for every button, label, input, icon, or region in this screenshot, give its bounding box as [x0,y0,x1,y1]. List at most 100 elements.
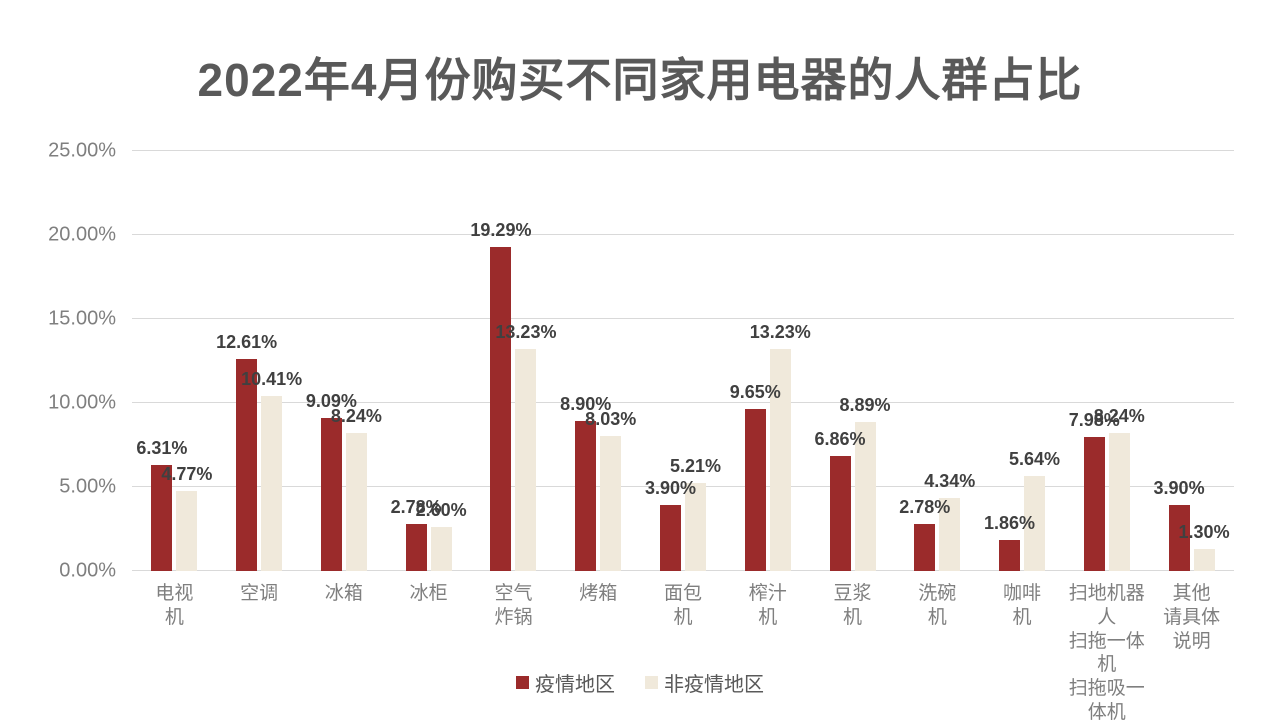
bar-group: 3.90% 1.30% [1149,151,1234,571]
bar-epidemic-region: 1.86% [984,513,1035,571]
y-tick-label: 20.00% [48,223,116,246]
category-label: 空调 [240,583,279,604]
bar-non-epidemic-region: 8.24% [331,406,382,571]
bar-value-label: 6.31% [136,438,188,458]
bar-non-epidemic-region: 10.41% [241,369,302,571]
plot-area: 6.31% 4.77% 12.61% 10.41% 9.09% 8.24% 2.78% 2.6… [132,150,1234,571]
bar-non-epidemic-region: 5.21% [670,456,721,571]
legend-marker-icon [645,676,658,689]
gridline [132,486,1234,487]
gridline [132,150,1234,151]
bar-group: 1.86% 5.64% [980,151,1065,571]
bar-epidemic-region: 7.98% [1069,410,1120,571]
bar-value-label: 5.64% [1009,449,1061,470]
category-label: 扫地机器人 扫拖一体机 扫拖吸一体机 [1068,583,1145,723]
bar-value-label: 8.24% [1093,405,1145,426]
gridline [132,318,1234,319]
bar-group: 12.61% 10.41% [216,151,302,571]
bar-value-label: 12.61% [216,332,278,353]
bar-value-label: 8.24% [330,405,382,426]
bar-value-label: 2.60% [415,500,467,521]
bar-epidemic-region: 2.78% [391,497,442,571]
bar-value-label: 4.77% [161,463,213,484]
bar-value-label: 2.78% [390,497,442,518]
bar-group: 19.29% 13.23% [470,151,556,571]
bar-epidemic-region: 9.65% [730,382,781,571]
bar-epidemic-region: 9.09% [306,391,357,571]
bar-value-label: 4.34% [924,471,976,492]
bar-value-label: 9.65% [729,381,781,402]
bar-group: 6.86% 8.89% [810,151,895,571]
bar-value-label: 8.89% [839,394,891,415]
category-label: 冰箱 [324,583,363,604]
bar-non-epidemic-region: 2.60% [416,500,467,571]
bar-value-label: 3.90% [1153,478,1205,499]
category-label: 空气 炸锅 [494,583,533,628]
bar-epidemic-region: 3.90% [1154,478,1205,571]
category-label: 榨汁 机 [748,583,787,628]
bar-group: 9.09% 8.24% [302,151,387,571]
gridline [132,402,1234,403]
category-label: 其他 请具体 说明 [1163,583,1221,652]
bar-value-label: 3.90% [644,478,696,499]
bar-group: 9.65% 13.23% [725,151,811,571]
bar-non-epidemic-region: 13.23% [750,322,811,571]
bar-group: 2.78% 4.34% [895,151,980,571]
category-label: 冰柜 [409,583,448,604]
bar-epidemic-region: 12.61% [216,332,277,571]
legend-item: 非疫情地区 [645,668,764,697]
chart-title: 2022年4月份购买不同家用电器的人群占比 [197,54,1083,106]
bar-non-epidemic-region: 8.03% [585,409,636,571]
bar-value-label: 2.78% [899,497,951,518]
y-tick-label: 10.00% [48,391,116,414]
y-tick-label: 15.00% [48,307,116,330]
category-label: 咖啡 机 [1003,583,1042,628]
bar-value-label: 6.86% [814,428,866,449]
bar-group: 7.98% 8.24% [1064,151,1149,571]
bar-groups-row: 6.31% 4.77% 12.61% 10.41% 9.09% 8.24% 2.78% 2.6… [132,151,1234,571]
y-tick-label: 25.00% [48,139,116,162]
gridline [132,570,1234,571]
bar-value-label: 1.30% [1178,522,1230,543]
category-label: 面包 机 [663,583,702,628]
legend-label: 疫情地区 [535,674,615,696]
category-label: 电视 机 [155,583,194,628]
bar-non-epidemic-region: 4.34% [924,471,975,571]
bar-epidemic-region: 6.31% [136,438,187,571]
y-axis: 0.00% 5.00% 10.00% 15.00% 20.00% 25.00% [0,140,122,582]
bar-group: 8.90% 8.03% [556,151,641,571]
bar-non-epidemic-region: 8.24% [1094,406,1145,571]
bar-epidemic-region: 19.29% [470,220,531,571]
y-tick-label: 5.00% [59,475,116,498]
bar-value-label: 1.86% [984,512,1036,533]
category-label: 烤箱 [579,583,618,604]
bar-value-label: 13.23% [749,321,811,342]
bar-non-epidemic-region: 5.64% [1009,449,1060,571]
legend-item: 疫情地区 [516,668,615,697]
legend-marker-icon [516,676,529,689]
bar-value-label: 7.98% [1068,409,1120,430]
bar-value-label: 19.29% [470,219,532,240]
bar-epidemic-region: 3.90% [645,478,696,571]
bar-value-label: 8.03% [585,409,637,430]
bar-epidemic-region: 2.78% [899,497,950,571]
bar-group: 2.78% 2.60% [386,151,471,571]
bar-value-label: 5.21% [669,456,721,477]
bar-epidemic-region: 8.90% [560,394,611,571]
y-tick-label: 0.00% [59,559,116,582]
category-label: 豆浆 机 [833,583,872,628]
bar-non-epidemic-region: 4.77% [161,464,212,571]
legend: 疫情地区 非疫情地区 [0,668,1280,697]
category-label: 洗碗 机 [918,583,957,628]
bar-non-epidemic-region: 13.23% [495,322,556,571]
x-axis-category-labels: 电视 机 空调 冰箱 冰柜 空气 炸锅 烤箱 面包 机 榨汁 机 豆浆 机 洗碗 机 咖啡 机扫地机… [132,582,1234,725]
bar-epidemic-region: 6.86% [814,429,866,571]
bar-value-label: 10.41% [241,369,303,390]
legend-label: 非疫情地区 [664,674,764,696]
bar-group: 6.31% 4.77% [132,151,217,571]
bar-value-label: 13.23% [495,321,557,342]
bar-non-epidemic-region: 1.30% [1179,522,1230,571]
bar-value-label: 9.09% [305,391,357,412]
bar-group: 3.90% 5.21% [641,151,726,571]
